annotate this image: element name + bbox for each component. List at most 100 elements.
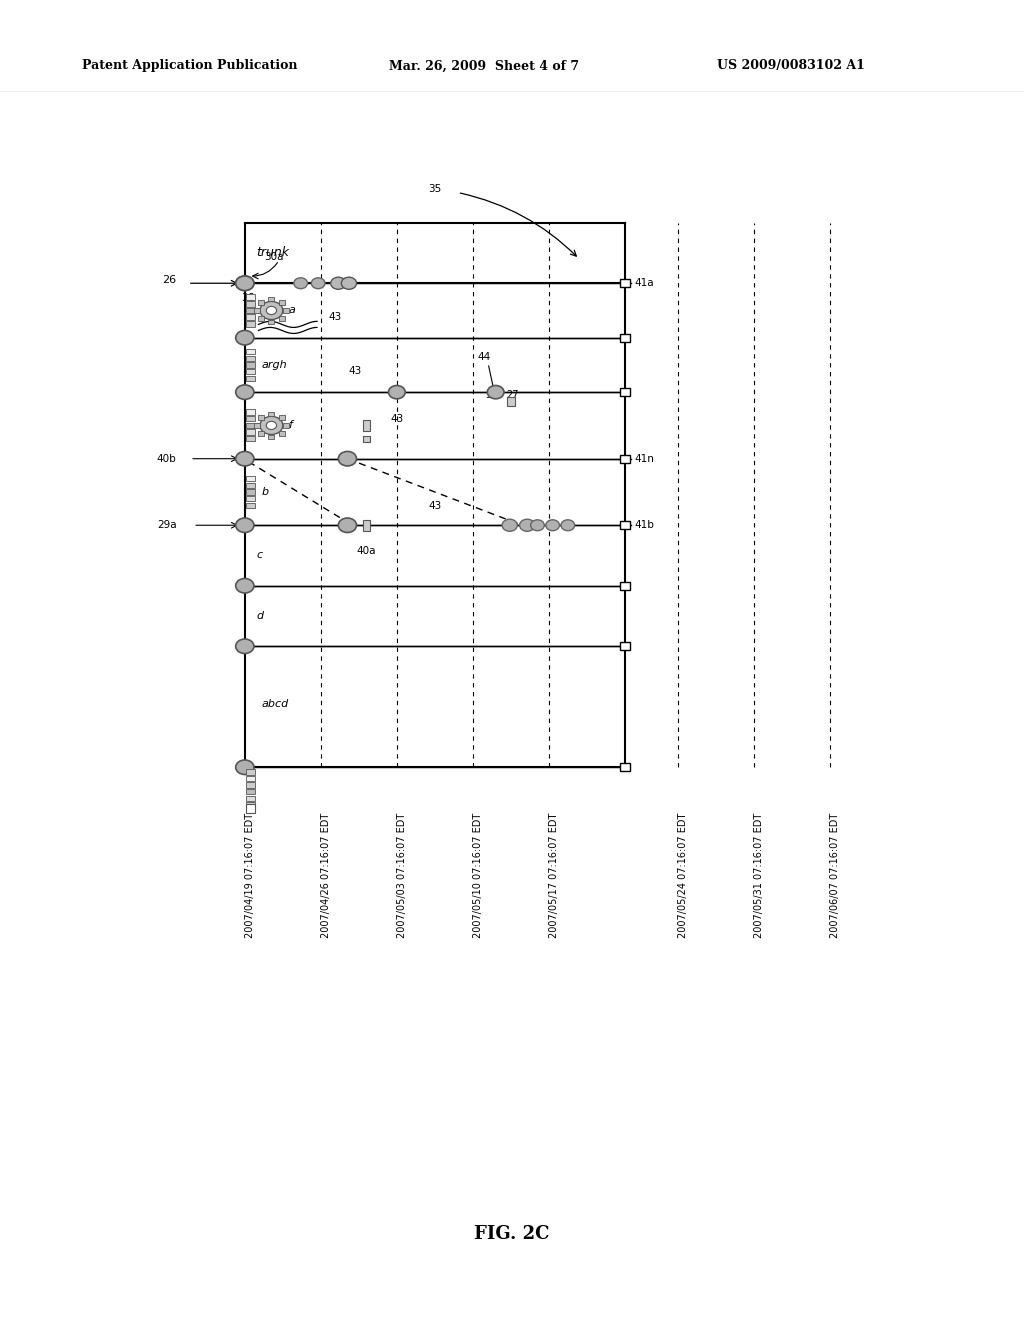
Text: 43: 43: [428, 500, 441, 511]
Bar: [268, 434, 274, 440]
Bar: [620, 763, 630, 771]
Bar: [507, 397, 515, 405]
Bar: [247, 483, 255, 488]
Text: 36: 36: [241, 293, 254, 304]
Text: 2007/05/17 07:16:07 EDT: 2007/05/17 07:16:07 EDT: [549, 813, 559, 937]
Text: f: f: [288, 421, 292, 430]
Text: a: a: [288, 305, 295, 315]
Bar: [620, 643, 630, 651]
Bar: [247, 294, 255, 300]
Bar: [247, 436, 255, 441]
Bar: [247, 301, 255, 306]
Text: 41a: 41a: [634, 279, 653, 288]
Bar: [247, 308, 255, 313]
Bar: [283, 308, 289, 313]
Text: 2007/05/10 07:16:07 EDT: 2007/05/10 07:16:07 EDT: [473, 813, 483, 937]
Bar: [247, 496, 255, 502]
Bar: [279, 317, 285, 321]
Text: 44: 44: [477, 352, 490, 362]
Bar: [258, 317, 264, 321]
Circle shape: [341, 277, 356, 289]
Text: 43: 43: [390, 414, 403, 424]
Text: 35: 35: [428, 185, 441, 194]
Text: US 2009/0083102 A1: US 2009/0083102 A1: [717, 59, 864, 73]
Bar: [247, 348, 255, 354]
Bar: [247, 477, 255, 482]
Circle shape: [236, 330, 254, 345]
Bar: [258, 432, 264, 436]
Circle shape: [236, 517, 254, 532]
Bar: [620, 582, 630, 590]
Text: c: c: [256, 550, 262, 561]
Circle shape: [236, 451, 254, 466]
Bar: [247, 422, 255, 428]
Text: abcd: abcd: [261, 698, 289, 709]
Bar: [247, 375, 255, 381]
Circle shape: [260, 416, 283, 434]
Bar: [254, 308, 260, 313]
Bar: [268, 412, 274, 416]
Text: b: b: [261, 487, 268, 496]
Circle shape: [546, 520, 559, 531]
Bar: [620, 280, 630, 288]
Circle shape: [338, 517, 356, 532]
Text: 27: 27: [506, 391, 518, 400]
Text: 41b: 41b: [634, 520, 654, 531]
Circle shape: [388, 385, 406, 399]
Bar: [247, 355, 255, 360]
Circle shape: [236, 578, 254, 593]
Bar: [247, 490, 255, 495]
Circle shape: [530, 520, 545, 531]
Bar: [279, 432, 285, 436]
Text: 40a: 40a: [356, 546, 376, 557]
Bar: [268, 297, 274, 301]
Bar: [247, 804, 255, 813]
Text: 43: 43: [348, 366, 361, 376]
Bar: [279, 414, 285, 420]
Text: argh: argh: [261, 360, 287, 370]
Text: 41n: 41n: [634, 454, 654, 463]
Bar: [258, 414, 264, 420]
Text: 2007/05/31 07:16:07 EDT: 2007/05/31 07:16:07 EDT: [754, 813, 764, 937]
Bar: [620, 388, 630, 396]
Circle shape: [236, 276, 254, 290]
Bar: [247, 783, 255, 788]
Bar: [268, 319, 274, 325]
Circle shape: [236, 385, 254, 400]
Circle shape: [487, 385, 504, 399]
Circle shape: [519, 519, 535, 531]
Bar: [247, 314, 255, 319]
Text: 30a: 30a: [264, 252, 284, 263]
Bar: [254, 422, 260, 428]
Text: Patent Application Publication: Patent Application Publication: [82, 59, 297, 73]
Bar: [247, 503, 255, 508]
Text: trunk: trunk: [256, 247, 289, 260]
Text: FIG. 2C: FIG. 2C: [474, 1225, 550, 1243]
Circle shape: [236, 760, 254, 775]
Circle shape: [561, 520, 574, 531]
Bar: [362, 520, 371, 531]
Circle shape: [331, 277, 346, 289]
Text: 2007/05/03 07:16:07 EDT: 2007/05/03 07:16:07 EDT: [397, 813, 407, 937]
Text: 2007/04/26 07:16:07 EDT: 2007/04/26 07:16:07 EDT: [321, 813, 331, 937]
Circle shape: [311, 277, 325, 289]
Bar: [247, 789, 255, 795]
Bar: [283, 422, 289, 428]
Circle shape: [260, 301, 283, 319]
Bar: [247, 362, 255, 368]
Bar: [247, 429, 255, 434]
Circle shape: [266, 306, 276, 314]
Circle shape: [236, 276, 254, 290]
Text: 40b: 40b: [157, 454, 176, 463]
Text: 2007/06/07 07:16:07 EDT: 2007/06/07 07:16:07 EDT: [830, 813, 840, 937]
Circle shape: [266, 421, 276, 429]
Text: 30: 30: [485, 391, 498, 400]
Bar: [247, 803, 255, 808]
Bar: [362, 436, 371, 442]
Text: 26: 26: [162, 276, 176, 285]
Text: d: d: [256, 611, 263, 620]
Bar: [620, 334, 630, 342]
Circle shape: [236, 639, 254, 653]
Bar: [620, 521, 630, 529]
Bar: [247, 321, 255, 326]
